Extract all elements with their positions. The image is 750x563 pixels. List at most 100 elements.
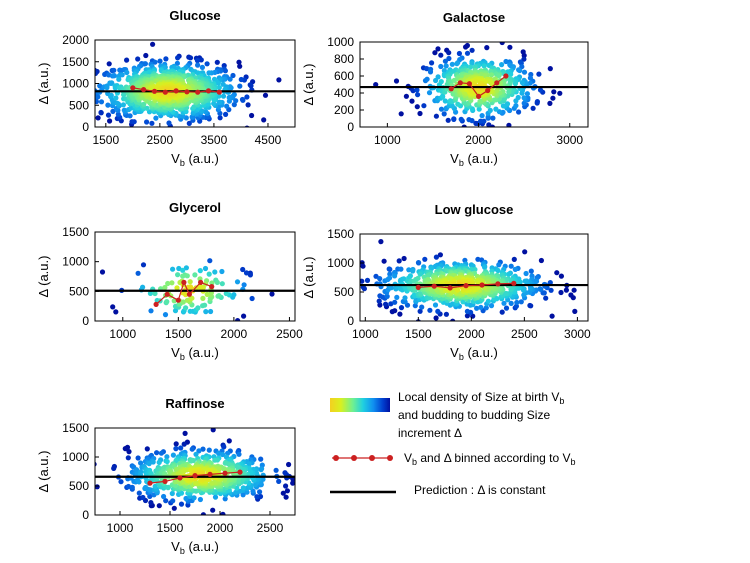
scatter-point — [214, 279, 220, 285]
binned-marker — [511, 280, 517, 286]
panel-title: Glycerol — [169, 200, 221, 215]
scatter-point — [165, 280, 171, 287]
scatter-point — [518, 299, 524, 305]
scatter-point — [442, 98, 448, 104]
scatter-point — [217, 115, 223, 121]
scatter-point — [138, 460, 144, 466]
scatter-point — [324, 301, 329, 306]
y-axis-label: Δ (a.u.) — [36, 63, 51, 105]
scatter-point — [388, 301, 394, 307]
scatter-point — [392, 299, 398, 305]
scatter-point — [164, 299, 170, 305]
x-tick-label: 1500 — [92, 133, 119, 147]
scatter-point — [437, 252, 443, 258]
scatter-point — [150, 41, 156, 47]
scatter-point — [237, 83, 243, 89]
binned-marker — [222, 470, 228, 476]
scatter-point — [450, 318, 456, 321]
scatter-point — [163, 498, 169, 504]
scatter-point — [396, 258, 402, 264]
scatter-point — [521, 95, 527, 101]
scatter-point — [392, 308, 398, 314]
scatter-point — [236, 451, 242, 457]
scatter-point — [432, 302, 439, 308]
y-tick-label: 1500 — [62, 421, 89, 435]
scatter-point — [221, 444, 227, 450]
scatter-point — [426, 295, 432, 301]
scatter-point — [174, 60, 180, 66]
scatter-point — [484, 45, 490, 51]
scatter-point — [207, 258, 213, 264]
scatter-point — [469, 47, 475, 53]
x-tick-label: 2000 — [207, 521, 234, 535]
scatter-point — [186, 120, 192, 126]
scatter-point — [414, 87, 420, 93]
scatter-points — [95, 428, 295, 515]
scatter-point — [411, 292, 417, 298]
scatter-point — [245, 102, 251, 108]
scatter-point — [503, 305, 510, 311]
scatter-point — [419, 304, 425, 310]
scatter-point — [503, 58, 509, 65]
scatter-point — [495, 267, 501, 274]
scatter-point — [199, 64, 205, 70]
scatter-point — [364, 277, 371, 283]
scatter-point — [226, 94, 232, 101]
scatter-point — [360, 278, 365, 284]
scatter-point — [170, 498, 176, 504]
scatter-point — [102, 71, 108, 77]
scatter-point — [148, 500, 154, 506]
scatter-point — [378, 239, 384, 245]
scatter-point — [513, 103, 519, 109]
scatter-point — [164, 454, 170, 460]
panel-title: Raffinose — [165, 396, 224, 411]
scatter-point — [401, 255, 407, 262]
scatter-point — [215, 293, 221, 299]
scatter-point — [173, 446, 179, 452]
scatter-point — [249, 295, 255, 302]
y-tick-label: 0 — [82, 120, 89, 134]
axes-frame — [94, 427, 296, 516]
scatter-point — [426, 90, 433, 96]
scatter-point — [491, 97, 497, 103]
scatter-point — [211, 101, 217, 107]
scatter-point — [503, 290, 509, 297]
scatter-point — [376, 298, 382, 304]
axes-frame — [94, 231, 296, 322]
scatter-point — [98, 109, 104, 116]
binned-marker — [495, 281, 501, 287]
scatter-point — [140, 284, 146, 290]
scatter-point — [180, 267, 186, 273]
scatter-point — [488, 303, 495, 309]
y-tick-label: 1500 — [62, 55, 89, 69]
scatter-point — [511, 256, 517, 262]
scatter-point — [109, 80, 115, 86]
scatter-point — [184, 467, 190, 473]
scatter-point — [410, 88, 416, 94]
scatter-point — [164, 458, 170, 465]
scatter-point — [147, 290, 153, 296]
scatter-point — [548, 287, 554, 293]
scatter-point — [421, 103, 427, 109]
scatter-point — [212, 269, 218, 275]
scatter-point — [174, 285, 180, 291]
scatter-point — [220, 81, 226, 87]
scatter-point — [148, 308, 154, 314]
scatter-point — [226, 438, 232, 444]
scatter-point — [377, 276, 383, 282]
scatter-point — [258, 456, 264, 462]
scatter-point — [416, 260, 422, 266]
scatter-point — [537, 87, 544, 93]
scatter-point — [143, 52, 149, 59]
axes-frame — [359, 233, 589, 322]
binned-marker — [237, 469, 243, 475]
scatter-point — [222, 68, 228, 74]
scatter-point — [572, 308, 578, 314]
scatter-point — [402, 295, 408, 301]
scatter-point — [234, 279, 241, 285]
x-tick-label: 1500 — [405, 327, 432, 341]
binned-marker — [415, 284, 421, 290]
scatter-point — [429, 60, 435, 66]
scatter-point — [547, 280, 553, 286]
y-tick-label: 200 — [334, 103, 354, 117]
